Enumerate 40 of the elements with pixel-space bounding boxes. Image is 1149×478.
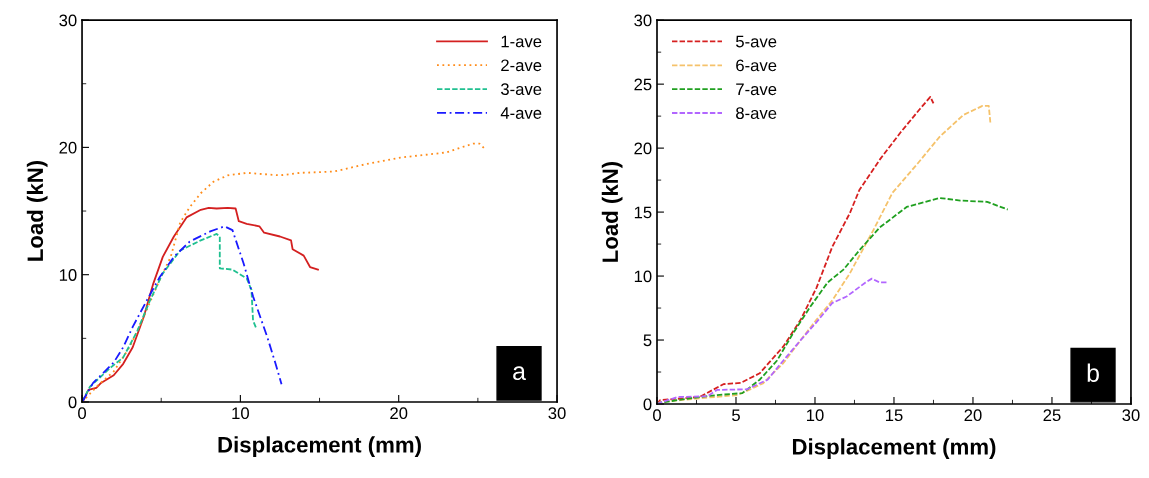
y-tick-label: 20 (59, 141, 77, 154)
legend-label: 8-ave (736, 107, 777, 120)
y-axis-title: Load (kN) (601, 161, 623, 262)
legend-label: 6-ave (736, 59, 777, 72)
x-tick-label: 15 (885, 409, 903, 422)
line-series (82, 225, 283, 402)
legend-label: 3-ave (500, 83, 542, 96)
line-series (657, 96, 935, 404)
y-tick-label: 15 (634, 206, 652, 219)
legend-label: 7-ave (736, 83, 777, 96)
legend-label: 5-ave (736, 35, 777, 48)
legend-label: 2-ave (501, 59, 542, 72)
x-tick-label: 5 (732, 409, 740, 422)
x-tick-label: 10 (806, 409, 824, 422)
y-tick-label: 30 (59, 14, 77, 27)
x-axis-title: Displacement (mm) (792, 438, 996, 460)
legend-label: 4-ave (500, 107, 542, 119)
x-tick-label: 25 (1043, 409, 1061, 422)
x-tick-label: 30 (548, 407, 566, 420)
y-tick-label: 10 (59, 269, 77, 281)
y-tick-label: 10 (634, 270, 652, 283)
legend-label: 1-ave (501, 35, 542, 48)
y-tick-label: 30 (634, 14, 652, 27)
x-tick-label: 10 (232, 407, 249, 420)
x-axis-title: Displacement (mm) (218, 436, 421, 457)
x-tick-label: 0 (78, 407, 87, 420)
annotation: a (513, 366, 526, 381)
line-series (657, 104, 992, 404)
line-series (657, 277, 889, 404)
annotation: b (1087, 363, 1099, 382)
x-tick-label: 20 (964, 409, 982, 422)
y-tick-label: 0 (643, 398, 652, 411)
x-tick-label: 0 (653, 409, 661, 422)
y-tick-label: 25 (634, 78, 652, 91)
y-tick-label: 20 (634, 142, 652, 155)
y-tick-label: 5 (643, 334, 652, 347)
x-tick-label: 30 (1122, 409, 1140, 422)
y-axis-title: Load (kN) (26, 160, 48, 261)
y-tick-label: 0 (68, 396, 77, 409)
x-tick-label: 20 (390, 407, 408, 420)
